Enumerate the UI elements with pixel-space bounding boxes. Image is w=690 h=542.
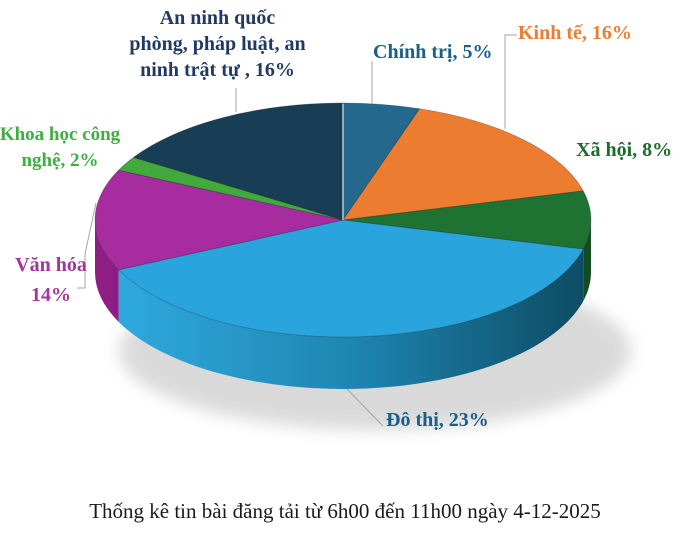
pie-slice-side-xa-hoi xyxy=(583,220,591,302)
label-xa-hoi: Xã hội, 8% xyxy=(576,139,673,161)
label-van-hoa-line2: 14% xyxy=(31,284,71,306)
label-an-ninh-line2: phòng, pháp luật, an xyxy=(129,33,306,55)
label-an-ninh: An ninh quốc phòng, pháp luật, an ninh t… xyxy=(95,5,340,83)
pie-slice-side-do-thi xyxy=(118,249,584,390)
pie-slice-kinh-te xyxy=(342,108,584,221)
label-khoa-hoc: Khoa học công nghệ, 2% xyxy=(0,122,124,174)
pie-slice-khoa-hoc xyxy=(118,156,344,221)
leader-line-do-thi xyxy=(346,388,384,427)
pie-top-slices xyxy=(94,102,592,338)
label-van-hoa: Văn hóa 14% xyxy=(10,250,92,310)
pie-slice-an-ninh xyxy=(133,102,344,221)
pie-slice-chinh-tri xyxy=(342,102,421,221)
label-khoa-hoc-line2: nghệ, 2% xyxy=(21,150,99,171)
label-an-ninh-line1: An ninh quốc xyxy=(159,7,276,29)
leader-line-van-hoa xyxy=(77,202,97,289)
label-do-thi: Đô thị, 23% xyxy=(386,409,489,431)
pie-slice-van-hoa xyxy=(94,169,344,271)
label-chinh-tri: Chính trị, 5% xyxy=(373,41,493,63)
pie-leader-lines xyxy=(77,34,517,427)
pie-slice-xa-hoi xyxy=(342,190,592,250)
pie-slice-side-van-hoa xyxy=(94,220,119,322)
pie-3d-sides xyxy=(94,220,591,390)
leader-line-kinh-te xyxy=(504,34,517,129)
label-an-ninh-line3: ninh trật tự , 16% xyxy=(140,59,295,81)
label-kinh-te: Kinh tế, 16% xyxy=(518,22,632,44)
chart-caption: Thống kê tin bài đăng tải từ 6h00 đến 11… xyxy=(89,499,601,523)
label-khoa-hoc-line1: Khoa học công xyxy=(0,124,121,145)
label-van-hoa-line1: Văn hóa xyxy=(15,254,87,276)
pie-slice-do-thi xyxy=(118,219,584,338)
